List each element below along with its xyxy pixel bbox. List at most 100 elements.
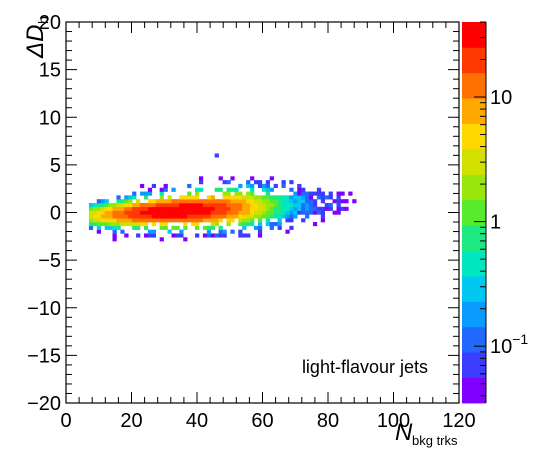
heatmap-cell	[195, 191, 200, 196]
heatmap-cell	[242, 206, 247, 211]
heatmap-cell	[301, 199, 306, 204]
heatmap-cell	[124, 199, 129, 204]
heatmap-cell	[104, 222, 109, 227]
heatmap-cell	[312, 206, 318, 211]
heatmap-cell	[316, 206, 322, 211]
heatmap-cell	[222, 195, 227, 200]
heatmap-cell	[301, 191, 306, 196]
heatmap-cell	[167, 199, 172, 204]
heatmap-cell	[96, 218, 102, 223]
heatmap-cell	[222, 199, 227, 204]
heatmap-cell	[100, 199, 105, 204]
heatmap-cell	[277, 218, 282, 223]
heatmap-cell	[340, 206, 345, 211]
heatmap-cell	[246, 199, 251, 204]
heatmap-cell	[116, 195, 121, 200]
heatmap-cell	[112, 218, 117, 223]
heatmap-cell	[242, 233, 247, 238]
heatmap-cell	[316, 195, 322, 200]
heatmap-cell	[273, 210, 278, 215]
heatmap-cell	[281, 183, 286, 189]
heatmap-cell	[159, 222, 164, 227]
heatmap-cell	[159, 199, 164, 204]
heatmap-cell	[155, 214, 160, 219]
heatmap-cell	[253, 225, 259, 230]
heatmap-cell	[289, 218, 294, 223]
heatmap-cell	[175, 214, 180, 219]
heatmap-cell	[92, 214, 98, 219]
heatmap-cell	[265, 191, 271, 196]
color-scale-segment	[462, 250, 486, 277]
heatmap-cell	[273, 183, 278, 189]
heatmap-cell	[230, 218, 235, 223]
heatmap-cell	[222, 206, 227, 211]
heatmap-cell	[289, 210, 294, 215]
heatmap-cell	[120, 202, 125, 208]
heatmap-cell	[226, 187, 231, 192]
heatmap-cell	[242, 225, 247, 230]
heatmap-cell	[265, 183, 271, 189]
heatmap-cell	[324, 195, 329, 200]
heatmap-cell	[309, 210, 314, 215]
heatmap-cell	[238, 183, 243, 189]
heatmap-cell	[238, 214, 243, 219]
heatmap-cell	[147, 206, 153, 211]
heatmap-cell	[159, 210, 164, 215]
y-tick-label: 10	[39, 107, 61, 129]
heatmap-cell	[132, 191, 137, 196]
heatmap-cell	[222, 202, 227, 208]
heatmap-cell	[116, 225, 121, 230]
heatmap-cell	[214, 206, 219, 211]
heatmap-cell	[253, 195, 259, 200]
heatmap-cell	[226, 222, 231, 227]
color-scale-segment	[462, 326, 486, 353]
heatmap-cell	[289, 206, 294, 211]
color-scale-segment	[462, 225, 486, 251]
heatmap-cell	[269, 222, 274, 227]
heatmap-cell	[320, 199, 326, 204]
heatmap-cell	[289, 202, 294, 208]
heatmap-cell	[140, 191, 145, 196]
heatmap-cell	[234, 191, 239, 196]
heatmap-cell	[151, 210, 157, 215]
heatmap-cell	[96, 199, 102, 204]
heatmap-cell	[116, 222, 121, 227]
heatmap-cell	[92, 202, 98, 208]
heatmap-cell	[289, 214, 294, 219]
heatmap-cell	[187, 202, 192, 208]
heatmap-cell	[242, 210, 247, 215]
heatmap-cell	[293, 199, 298, 204]
heatmap-cell	[273, 202, 278, 208]
heatmap-cell	[285, 206, 290, 211]
heatmap-cell	[250, 214, 255, 219]
heatmap-cell	[246, 202, 251, 208]
heatmap-cell	[120, 214, 125, 219]
heatmap-cell	[238, 195, 243, 200]
heatmap-cell	[222, 191, 227, 196]
heatmap-cell	[96, 222, 102, 227]
heatmap-cell	[198, 206, 204, 211]
heatmap-cell	[195, 187, 200, 192]
heatmap-cell	[143, 191, 149, 196]
heatmap-cell	[257, 183, 263, 189]
heatmap-cell	[143, 218, 149, 223]
heatmap-cell	[293, 202, 298, 208]
color-scale-segment	[462, 174, 486, 201]
heatmap-cell	[202, 199, 208, 204]
heatmap-cell	[246, 222, 251, 227]
heatmap-cell	[175, 206, 180, 211]
color-scale-segment	[462, 98, 486, 124]
heatmap-cell	[210, 210, 215, 215]
heatmap-cell	[159, 218, 164, 223]
heatmap-cell	[191, 222, 196, 227]
heatmap-cell	[277, 195, 282, 200]
heatmap-cell	[242, 214, 247, 219]
heatmap-cell	[128, 202, 133, 208]
heatmap-cell	[257, 222, 263, 227]
heatmap-cell	[269, 225, 274, 230]
heatmap-cell	[179, 202, 184, 208]
heatmap-cell	[246, 183, 251, 189]
heatmap-cell	[195, 214, 200, 219]
heatmap-cell	[198, 210, 204, 215]
heatmap-cell	[261, 187, 267, 192]
